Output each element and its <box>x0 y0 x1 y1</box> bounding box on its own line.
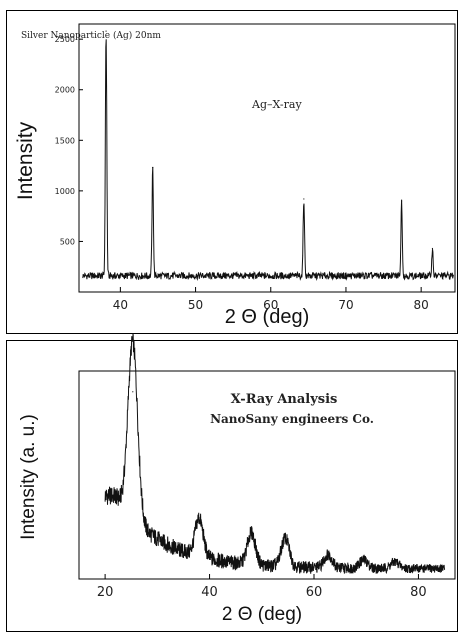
x-tick-label: 40 <box>113 298 128 312</box>
x-axis-label: 2 Θ (deg) <box>222 604 302 625</box>
x-tick-label: 50 <box>188 298 203 312</box>
x-tick-label: 60 <box>306 585 323 600</box>
chart-annotation: Ag–X-ray <box>251 98 302 111</box>
peak-point <box>284 532 286 534</box>
x-tick-label: 70 <box>338 298 353 312</box>
x-axis-label: 2 Θ (deg) <box>225 306 309 328</box>
axis-group: 20 40 60 80 <box>97 574 427 600</box>
x-tick-label: 80 <box>410 585 427 600</box>
peak-point <box>401 200 403 202</box>
peak-point <box>363 557 365 559</box>
y-tick-label: 500 <box>60 237 75 246</box>
x-tick-label: 40 <box>201 585 218 600</box>
chart-title: Silver Nanoparticle (Ag) 20nm <box>21 30 161 41</box>
chart-subtitle: NanoSany engineers Co. <box>210 412 374 426</box>
x-tick-label: 60 <box>263 298 278 312</box>
x-tick-label: 80 <box>414 298 429 312</box>
xrd-chart-analysis: X-Ray Analysis NanoSany engineers Co. In… <box>18 333 456 625</box>
peak-point <box>132 391 134 393</box>
y-tick-label: 2500 <box>55 35 75 44</box>
peak-point <box>105 30 107 32</box>
data-series-line <box>104 333 446 575</box>
xrd-panel-silver: Silver Nanoparticle (Ag) 20nm Ag–X-ray I… <box>6 10 458 334</box>
xrd-chart-silver: Silver Nanoparticle (Ag) 20nm Ag–X-ray I… <box>14 23 456 328</box>
x-tick-label: 20 <box>97 585 114 600</box>
peak-point <box>198 520 200 522</box>
plot-frame <box>78 23 456 293</box>
peak-point <box>394 559 396 561</box>
axis-group: 40 50 60 70 80 500 1000 1500 2000 2500 <box>55 35 429 312</box>
peak-point <box>152 167 154 169</box>
y-tick-label: 1500 <box>55 136 75 145</box>
peak-point <box>250 528 252 530</box>
peak-point <box>303 198 305 200</box>
peak-point <box>327 551 329 553</box>
chart-title: X-Ray Analysis <box>231 392 338 407</box>
y-tick-label: 1000 <box>55 187 75 196</box>
y-axis-label: Intensity <box>14 121 37 200</box>
peak-point <box>431 247 434 250</box>
y-tick-label: 2000 <box>55 86 75 95</box>
y-axis-label: Intensity (a. u.) <box>18 414 39 540</box>
data-series-line <box>82 39 454 282</box>
xrd-panel-analysis: X-Ray Analysis NanoSany engineers Co. In… <box>6 333 458 632</box>
plot-frame <box>78 370 456 580</box>
